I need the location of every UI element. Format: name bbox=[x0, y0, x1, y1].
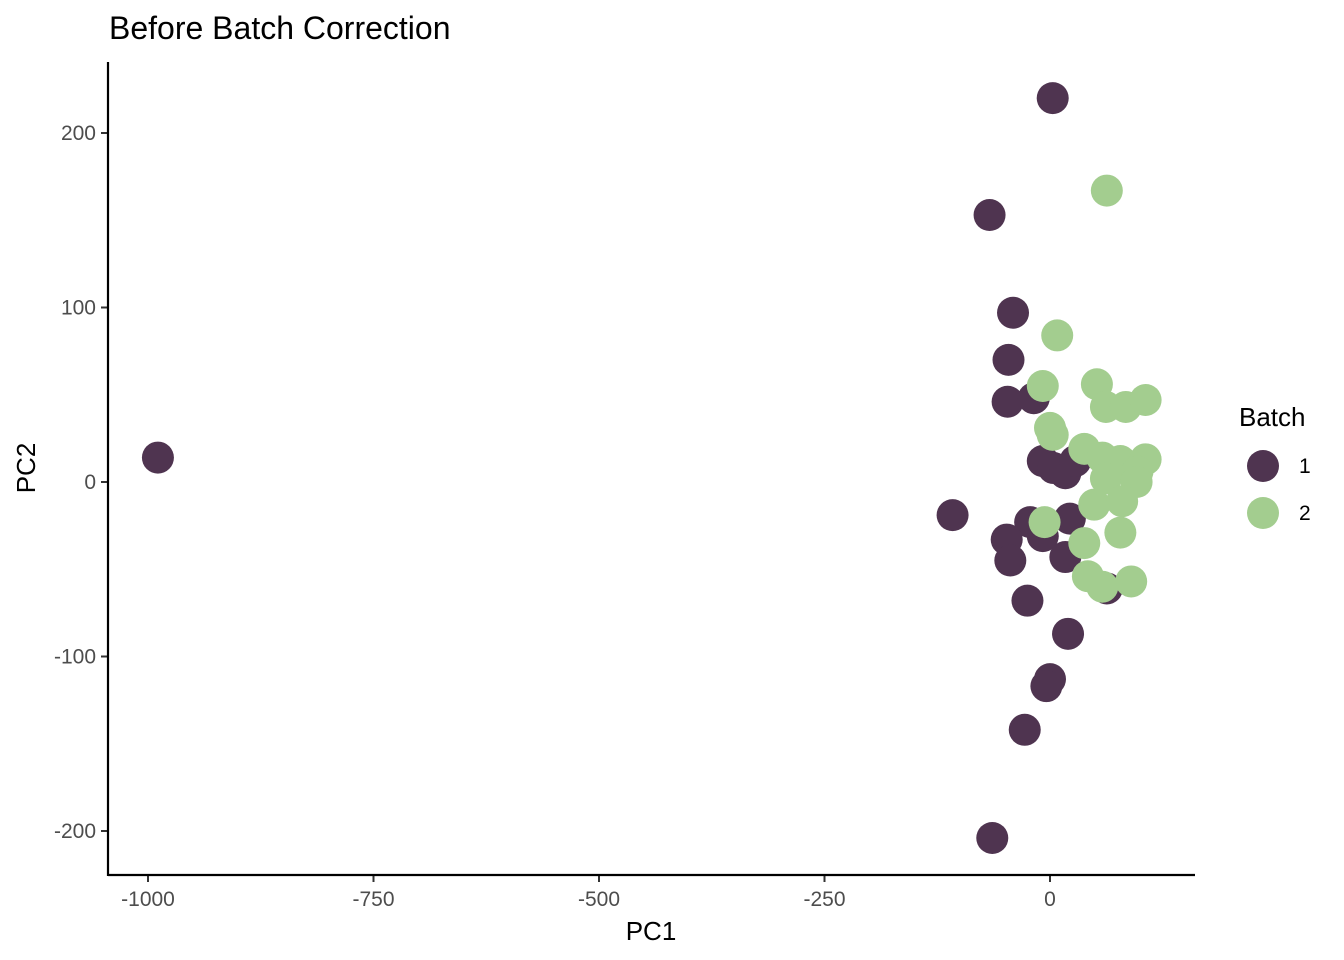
batch-1-point bbox=[994, 544, 1027, 577]
batch-1-point bbox=[997, 296, 1030, 329]
chart-title: Before Batch Correction bbox=[109, 10, 451, 46]
y-axis-title: PC2 bbox=[11, 443, 41, 494]
legend-label-batch-1: 1 bbox=[1299, 455, 1311, 478]
legend-label-batch-2: 2 bbox=[1299, 502, 1311, 525]
batch-1-point bbox=[991, 385, 1024, 418]
batch-2-point bbox=[1036, 418, 1069, 451]
y-tick-label: 200 bbox=[61, 122, 96, 145]
y-tick-label: -200 bbox=[54, 820, 96, 843]
x-tick-label: -500 bbox=[578, 888, 620, 911]
legend-title: Batch bbox=[1239, 402, 1306, 432]
x-tick-label: -750 bbox=[352, 888, 394, 911]
batch-2-point bbox=[1028, 506, 1061, 539]
legend-key-batch-1 bbox=[1247, 450, 1279, 482]
batch-2-point bbox=[1078, 488, 1111, 521]
batch-1-point bbox=[992, 343, 1025, 376]
x-tick-label: 0 bbox=[1044, 888, 1056, 911]
y-tick-label: -100 bbox=[54, 646, 96, 669]
x-tick-label: -250 bbox=[803, 888, 845, 911]
batch-1-point bbox=[1011, 584, 1044, 617]
batch-2-point bbox=[1115, 565, 1148, 598]
batch-1-point bbox=[976, 821, 1009, 854]
x-tick-label: -1000 bbox=[121, 888, 175, 911]
batch-2-point bbox=[1090, 174, 1123, 207]
batch-2-point bbox=[1041, 319, 1074, 352]
batch-2-point bbox=[1089, 462, 1122, 495]
legend-key-batch-2 bbox=[1247, 497, 1279, 529]
batch-2-point bbox=[1068, 527, 1101, 560]
batch-1-point bbox=[973, 199, 1006, 232]
batch-2-point bbox=[1129, 383, 1162, 416]
legend: Batch 1 2 bbox=[1239, 402, 1311, 529]
batch-1-point bbox=[1036, 82, 1069, 115]
y-tick-label: 0 bbox=[84, 471, 96, 494]
batch-2-point bbox=[1106, 485, 1139, 518]
batch-1-point bbox=[936, 499, 969, 532]
x-axis-ticks: -1000 -750 -500 -250 0 bbox=[121, 875, 1056, 911]
batch-1-point bbox=[1008, 713, 1041, 746]
y-tick-label: 100 bbox=[61, 297, 96, 320]
batch-2-point bbox=[1086, 570, 1119, 603]
batch-1-point bbox=[141, 441, 174, 474]
data-points bbox=[141, 82, 1162, 854]
batch-2-point bbox=[1026, 370, 1059, 403]
batch-1-point bbox=[1030, 670, 1063, 703]
batch-1-point bbox=[1052, 617, 1085, 650]
batch-1-point bbox=[1053, 502, 1086, 535]
x-axis-title: PC1 bbox=[626, 916, 677, 946]
y-axis-ticks: -200 -100 0 100 200 bbox=[54, 122, 108, 843]
batch-2-point bbox=[1104, 516, 1137, 549]
